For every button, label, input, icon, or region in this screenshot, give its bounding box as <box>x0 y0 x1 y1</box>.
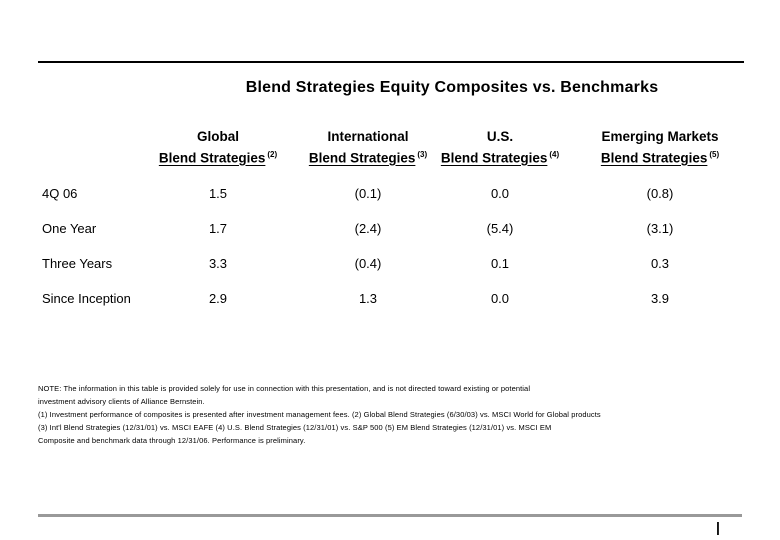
column-header-emerging-markets: Emerging Markets Blend Strategies (5) <box>575 128 745 168</box>
table-cell: 3.3 <box>208 256 228 271</box>
strategy-underlined-text: Blend Strategies <box>158 150 266 166</box>
strategy-underlined-text: Blend Strategies <box>440 150 548 166</box>
page-number-marker: | <box>716 519 720 535</box>
slide-title: Blend Strategies Equity Composites vs. B… <box>245 79 659 96</box>
table-cell: 2.9 <box>208 291 228 306</box>
table-cell: 0.0 <box>490 291 510 306</box>
column-strategy-label: Blend Strategies (3) <box>283 146 453 168</box>
bottom-divider-rule <box>38 514 742 517</box>
row-label-three-years: Three Years <box>42 256 113 271</box>
table-cell: 3.9 <box>650 291 670 306</box>
column-strategy-label: Blend Strategies (5) <box>575 146 745 168</box>
column-header-global: Global Blend Strategies (2) <box>133 128 303 168</box>
table-cell: (3.1) <box>646 221 674 236</box>
column-header-us: U.S. Blend Strategies (4) <box>415 128 585 168</box>
row-label-4q06: 4Q 06 <box>42 186 78 201</box>
footnote-line-4: (3) Int'l Blend Strategies (12/31/01) vs… <box>38 423 552 432</box>
table-cell: (5.4) <box>486 221 514 236</box>
table-cell: 1.5 <box>208 186 228 201</box>
table-cell: (0.1) <box>354 186 382 201</box>
column-header-international: International Blend Strategies (3) <box>283 128 453 168</box>
column-strategy-label: Blend Strategies (4) <box>415 146 585 168</box>
footnote-line-2: investment advisory clients of Alliance … <box>38 397 205 406</box>
table-cell: 1.7 <box>208 221 228 236</box>
table-cell: 0.3 <box>650 256 670 271</box>
footnote-line-3: (1) Investment performance of composites… <box>38 410 601 419</box>
column-strategy-label: Blend Strategies (2) <box>133 146 303 168</box>
top-divider-rule <box>38 61 744 63</box>
row-label-since-inception: Since Inception <box>42 291 131 306</box>
table-cell: 0.1 <box>490 256 510 271</box>
table-cell: (0.8) <box>646 186 674 201</box>
table-cell: 0.0 <box>490 186 510 201</box>
strategy-underlined-text: Blend Strategies <box>308 150 416 166</box>
footnote-ref-5: (5) <box>709 150 720 159</box>
table-cell: (0.4) <box>354 256 382 271</box>
footnote-line-1: NOTE: The information in this table is p… <box>38 384 531 393</box>
table-cell: 1.3 <box>358 291 378 306</box>
row-label-one-year: One Year <box>42 221 97 236</box>
strategy-underlined-text: Blend Strategies <box>600 150 708 166</box>
column-region-label: International <box>327 129 409 144</box>
footnote-ref-2: (2) <box>267 150 278 159</box>
column-region-label: U.S. <box>486 129 514 144</box>
table-cell: (2.4) <box>354 221 382 236</box>
column-region-label: Emerging Markets <box>601 129 719 144</box>
footnote-line-5: Composite and benchmark data through 12/… <box>38 436 306 445</box>
footnote-ref-3: (3) <box>417 150 428 159</box>
column-region-label: Global <box>196 129 239 144</box>
footnote-ref-4: (4) <box>549 150 560 159</box>
